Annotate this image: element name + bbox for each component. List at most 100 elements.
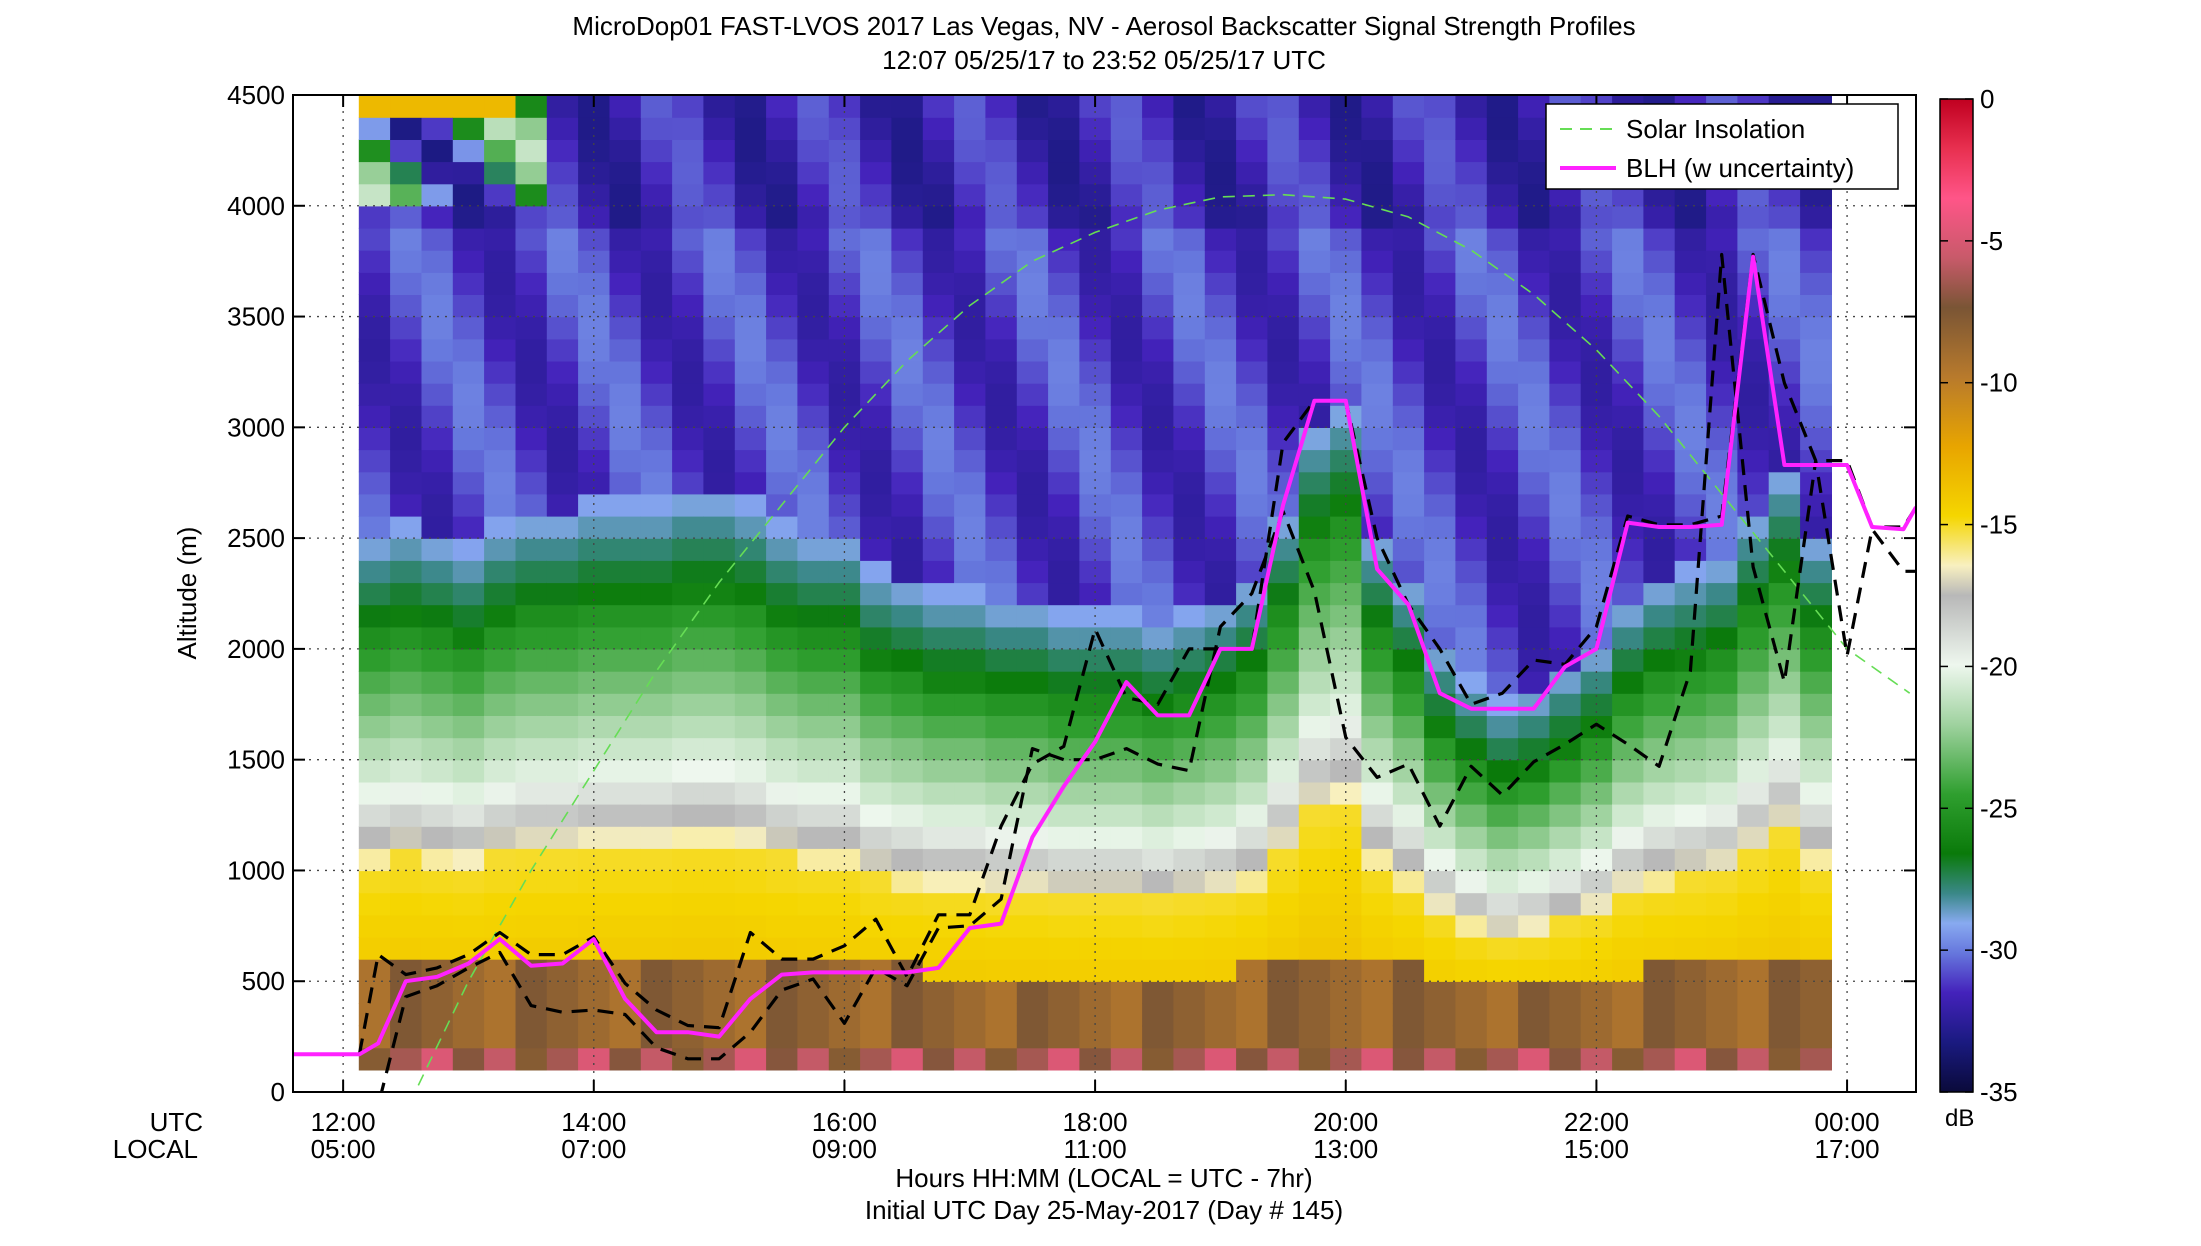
heatmap-cell (1612, 1003, 1644, 1027)
heatmap-cell (860, 826, 892, 849)
heatmap-cell (1142, 826, 1174, 849)
heatmap-cell (1110, 804, 1143, 827)
heatmap-cell (891, 737, 924, 761)
heatmap-cell (390, 383, 422, 406)
heatmap-cell (891, 715, 924, 739)
heatmap-cell (390, 205, 422, 229)
heatmap-cell (1392, 405, 1425, 428)
heatmap-cell (1612, 804, 1644, 827)
heatmap-cell (1674, 227, 1707, 251)
heatmap-cell (484, 1003, 516, 1027)
colorbar-gradient (1939, 98, 1974, 1093)
heatmap-cell (1079, 493, 1112, 517)
colorbar-tick-label: -30 (1980, 935, 2018, 965)
heatmap-cell (954, 139, 986, 163)
heatmap-cell (640, 626, 673, 650)
heatmap-cell (1455, 671, 1488, 694)
heatmap-cell (1737, 914, 1770, 938)
heatmap-cell (1580, 493, 1613, 517)
heatmap-cell (1706, 737, 1738, 761)
heatmap-cell (797, 1047, 830, 1071)
heatmap-cell (1800, 1003, 1832, 1027)
heatmap-column (954, 95, 986, 1071)
heatmap-cell (954, 1025, 986, 1049)
heatmap-cell (1204, 205, 1237, 229)
heatmap-cell (1768, 870, 1801, 894)
heatmap-cell (1361, 981, 1394, 1004)
heatmap-cell (1142, 892, 1174, 916)
heatmap-cell (954, 316, 986, 340)
heatmap-cell (954, 117, 986, 140)
heatmap-cell (766, 560, 798, 584)
heatmap-cell (390, 759, 422, 783)
heatmap-cell (703, 981, 736, 1004)
heatmap-cell (609, 737, 642, 761)
heatmap-cell (1549, 737, 1582, 761)
heatmap-cell (1768, 1025, 1801, 1049)
heatmap-cell (1549, 648, 1582, 672)
heatmap-cell (1424, 626, 1456, 650)
heatmap-cell (390, 405, 422, 428)
heatmap-cell (1424, 538, 1456, 561)
heatmap-cell (484, 95, 516, 118)
heatmap-cell (1016, 693, 1049, 716)
heatmap-cell (922, 959, 955, 982)
heatmap-cell (546, 1047, 579, 1071)
heatmap-cell (1392, 183, 1425, 207)
heatmap-cell (954, 95, 986, 118)
heatmap-cell (1110, 95, 1143, 118)
heatmap-cell (515, 294, 548, 318)
heatmap-cell (1612, 360, 1644, 384)
heatmap-cell (860, 250, 892, 273)
heatmap-cell (703, 804, 736, 827)
heatmap-cell (1361, 139, 1394, 163)
heatmap-cell (1800, 936, 1832, 960)
heatmap-cell (1016, 95, 1049, 118)
heatmap-cell (1674, 671, 1707, 694)
heatmap-cell (1674, 1003, 1707, 1027)
heatmap-cell (1079, 205, 1112, 229)
heatmap-cell (672, 250, 704, 273)
heatmap-cell (1267, 205, 1300, 229)
heatmap-cell (1392, 316, 1425, 340)
heatmap-cell (1110, 626, 1143, 650)
heatmap-cell (421, 892, 454, 916)
heatmap-cell (1549, 759, 1582, 783)
heatmap-cell (1330, 427, 1362, 451)
heatmap-cell (1518, 405, 1550, 428)
heatmap-cell (1580, 848, 1613, 872)
heatmap-cell (1643, 604, 1676, 628)
heatmap-cell (985, 671, 1018, 694)
heatmap-cell (1643, 959, 1676, 982)
heatmap-cell (390, 959, 422, 982)
heatmap-cell (1236, 338, 1268, 362)
heatmap-cell (1518, 1025, 1550, 1049)
heatmap-cell (1737, 582, 1770, 606)
heatmap-cell (1737, 693, 1770, 716)
heatmap-cell (734, 892, 767, 916)
heatmap-cell (578, 427, 610, 451)
heatmap-cell (1612, 959, 1644, 982)
heatmap-cell (1142, 250, 1174, 273)
heatmap-cell (734, 538, 767, 561)
heatmap-cell (421, 560, 454, 584)
heatmap-cell (1392, 870, 1425, 894)
heatmap-cell (1173, 471, 1206, 495)
heatmap-cell (1768, 848, 1801, 872)
heatmap-cell (1424, 294, 1456, 318)
heatmap-cell (703, 139, 736, 163)
heatmap-cell (609, 294, 642, 318)
heatmap-cell (452, 338, 485, 362)
heatmap-cell (1173, 250, 1206, 273)
heatmap-cell (358, 383, 391, 406)
heatmap-cell (1580, 272, 1613, 295)
heatmap-cell (860, 538, 892, 561)
heatmap-cell (1392, 294, 1425, 318)
heatmap-cell (546, 693, 579, 716)
x-tick-label-local: 17:00 (1815, 1134, 1880, 1164)
heatmap-cell (1142, 516, 1174, 539)
heatmap-cell (1392, 538, 1425, 561)
heatmap-cell (421, 338, 454, 362)
heatmap-cell (390, 338, 422, 362)
heatmap-cell (1048, 648, 1080, 672)
